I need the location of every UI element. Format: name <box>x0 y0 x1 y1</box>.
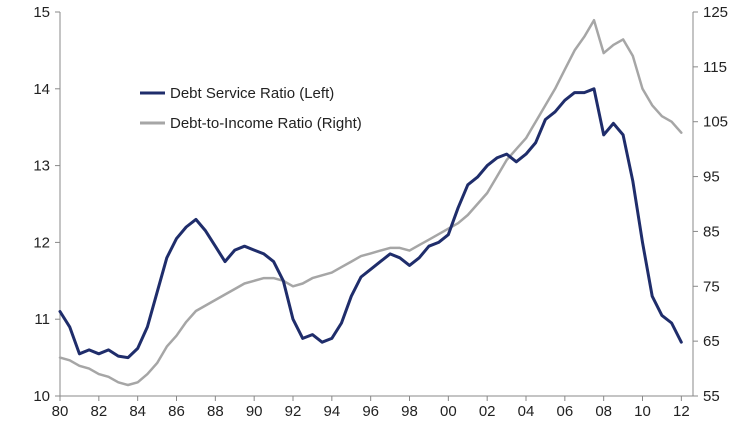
series-line-debt-service-ratio <box>58 87 683 360</box>
x-tick-label: 90 <box>246 403 263 420</box>
x-tick-label: 06 <box>557 403 574 420</box>
x-tick-label: 10 <box>634 403 651 420</box>
x-tick-label: 04 <box>518 403 535 420</box>
x-tick-label: 00 <box>440 403 457 420</box>
y-left-tick-label: 14 <box>33 81 50 98</box>
y-left-tick-label: 12 <box>33 234 50 251</box>
x-tick-label: 98 <box>401 403 418 420</box>
legend-label-debt-service-ratio: Debt Service Ratio (Left) <box>170 85 334 102</box>
x-tick-label: 94 <box>323 403 340 420</box>
y-right-tick-label: 125 <box>703 4 728 21</box>
series-layer <box>58 18 683 387</box>
y-right-tick-label: 95 <box>703 169 720 186</box>
y-right-tick-label: 65 <box>703 333 720 350</box>
y-left-tick-label: 15 <box>33 4 50 21</box>
x-tick-label: 08 <box>595 403 612 420</box>
x-tick-label: 84 <box>129 403 146 420</box>
y-right-tick-label: 115 <box>703 59 727 76</box>
y-left-tick-label: 10 <box>33 388 50 405</box>
x-tick-label: 02 <box>479 403 496 420</box>
tick-layer: 80 82 84 86 88 90 92 94 96 98 00 02 04 06 08 10 12 10 11 12… <box>33 4 728 420</box>
y-right-tick-label: 75 <box>703 278 720 295</box>
x-tick-label: 92 <box>285 403 302 420</box>
series-line-debt-to-income-ratio <box>58 18 683 387</box>
x-tick-label: 88 <box>207 403 224 420</box>
y-right-tick-label: 55 <box>703 388 720 405</box>
x-tick-label: 96 <box>362 403 379 420</box>
y-right-tick-label: 85 <box>703 223 720 240</box>
y-right-tick-label: 105 <box>703 114 728 131</box>
x-tick-label: 86 <box>168 403 185 420</box>
x-tick-label: 82 <box>90 403 107 420</box>
y-left-tick-label: 13 <box>33 158 50 175</box>
legend: Debt Service Ratio (Left) Debt-to-Income… <box>140 85 362 132</box>
legend-label-debt-to-income-ratio: Debt-to-Income Ratio (Right) <box>170 115 362 132</box>
x-tick-label: 80 <box>52 403 69 420</box>
x-tick-label: 12 <box>673 403 690 420</box>
y-left-tick-label: 11 <box>34 311 50 328</box>
